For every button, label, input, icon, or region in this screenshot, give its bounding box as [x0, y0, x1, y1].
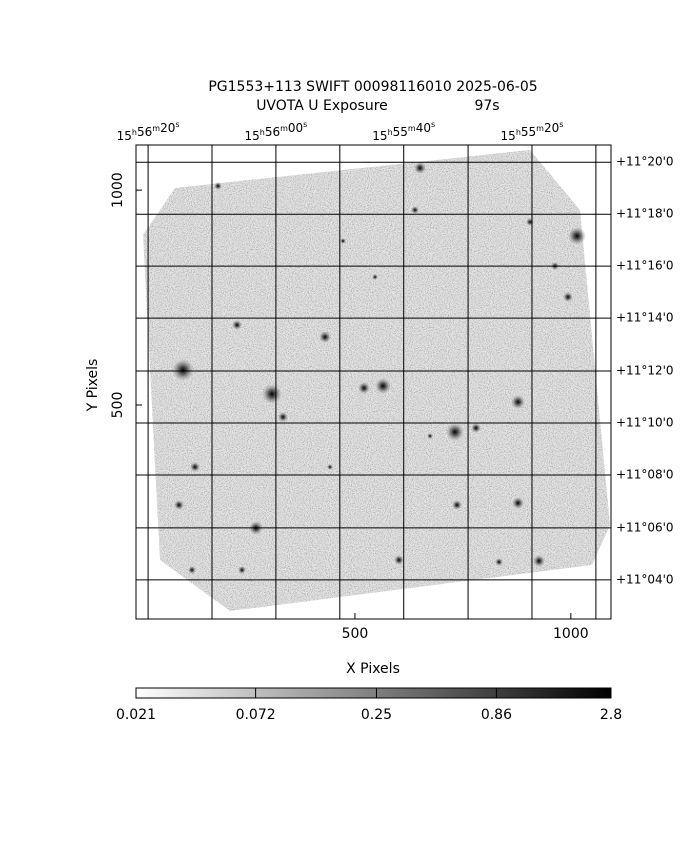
colorbar — [135, 687, 612, 699]
ra-minutes: 56 — [137, 125, 152, 139]
ra-unit: m — [536, 124, 544, 133]
dec-tick-label: +11°10'0 — [616, 416, 674, 430]
star — [563, 292, 573, 302]
ra-unit: m — [280, 124, 288, 133]
star — [446, 423, 464, 441]
ra-hours: 15 — [117, 129, 132, 143]
y-tick-label: 1000 — [110, 172, 126, 208]
dec-tick-label: +11°08'0 — [616, 468, 674, 482]
star — [238, 566, 246, 574]
ra-seconds: 00 — [288, 121, 303, 135]
star — [512, 497, 524, 509]
dec-tick-label: +11°04'0 — [616, 572, 674, 586]
field-noise — [143, 150, 610, 611]
ra-unit: h — [132, 128, 137, 137]
ra-tick-label: 15h56m00s — [244, 120, 307, 143]
exposure: 97s — [474, 98, 499, 114]
ra-unit: h — [516, 128, 521, 137]
star — [278, 412, 288, 422]
colorbar-tick-label: 0.072 — [236, 707, 276, 723]
ra-unit: s — [303, 120, 307, 129]
ra-seconds: 20 — [160, 121, 175, 135]
ra-tick-label: 15h55m40s — [372, 120, 435, 143]
ra-hours: 15 — [244, 129, 259, 143]
dec-tick-label: +11°14'0 — [616, 311, 674, 325]
plot-frame — [135, 144, 612, 620]
ra-minutes: 55 — [393, 125, 408, 139]
ra-seconds: 40 — [416, 121, 431, 135]
star — [327, 464, 333, 470]
dec-tick-label: +11°16'0 — [616, 259, 674, 273]
stars — [172, 162, 586, 574]
ra-unit: m — [408, 124, 416, 133]
star — [358, 382, 370, 394]
y-axis-label: Y Pixels — [85, 359, 101, 413]
colorbar-tick-label: 0.86 — [481, 707, 512, 723]
ra-unit: m — [152, 124, 160, 133]
ra-unit: s — [431, 120, 435, 129]
subtitle: UVOTA U Exposure — [256, 98, 388, 114]
star — [427, 433, 433, 439]
star — [174, 500, 184, 510]
star — [188, 566, 196, 574]
ra-seconds: 20 — [544, 121, 559, 135]
star — [414, 162, 426, 174]
ra-unit: h — [260, 128, 265, 137]
chart-title: PG1553+113 SWIFT 00098116010 2025-06-05 — [208, 79, 537, 95]
star — [172, 359, 194, 381]
ra-unit: s — [175, 120, 179, 129]
dec-tick-label: +11°06'0 — [616, 520, 674, 534]
star — [214, 182, 222, 190]
star — [511, 395, 525, 409]
colorbar-tick-label: 0.25 — [361, 707, 392, 723]
y-tick-label: 500 — [110, 392, 126, 419]
star — [340, 238, 346, 244]
ra-minutes: 56 — [265, 125, 280, 139]
dec-tick-label: +11°18'0 — [616, 207, 674, 221]
dec-tick-label: +11°12'0 — [616, 364, 674, 378]
star — [495, 558, 503, 566]
ra-tick-label: 15h55m20s — [501, 120, 564, 143]
star — [190, 462, 200, 472]
star — [471, 423, 481, 433]
x-tick-label: 1000 — [553, 626, 589, 642]
sky-image — [143, 150, 610, 611]
colorbar-tick-label: 0.021 — [116, 707, 156, 723]
x-tick-label: 500 — [342, 626, 369, 642]
star — [533, 555, 545, 567]
star — [568, 227, 586, 245]
grid — [136, 145, 611, 619]
ra-minutes: 55 — [521, 125, 536, 139]
ra-hours: 15 — [372, 129, 387, 143]
star — [232, 320, 242, 330]
ra-unit: h — [388, 128, 393, 137]
star — [262, 384, 282, 404]
star — [452, 500, 462, 510]
x-axis-label: X Pixels — [346, 661, 400, 677]
dec-tick-label: +11°20'0 — [616, 155, 674, 169]
star — [394, 555, 404, 565]
ra-hours: 15 — [501, 129, 516, 143]
star — [411, 206, 419, 214]
star — [319, 331, 331, 343]
colorbar-tick-label: 2.8 — [600, 707, 622, 723]
star — [375, 378, 391, 394]
star — [372, 274, 378, 280]
star — [526, 218, 534, 226]
ra-tick-label: 15h56m20s — [117, 120, 180, 143]
ra-unit: s — [559, 120, 563, 129]
